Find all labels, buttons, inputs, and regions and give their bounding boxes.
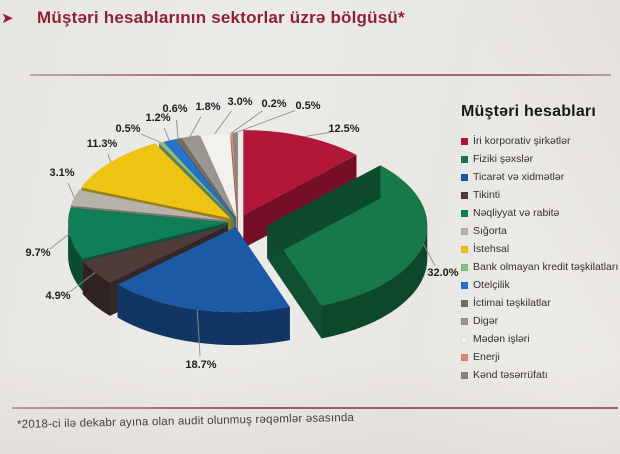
leader-line-1	[423, 243, 436, 267]
slice-label-6: 11.3%	[87, 138, 118, 150]
page-title: Müştəri hesablarının sektorlar üzrə bölg…	[37, 8, 405, 27]
legend-item-0: İri korporativ şirkətlər	[461, 132, 619, 150]
slice-top-3	[82, 225, 229, 284]
leader-line-11	[214, 110, 232, 134]
leader-line-9	[175, 119, 179, 139]
legend-items: İri korporativ şirkətlər Fiziki şəxslər Ti…	[461, 132, 619, 384]
slice-edge-band-1	[267, 165, 381, 259]
legend-swatch-9	[461, 299, 468, 307]
legend-swatch-7	[461, 263, 468, 271]
slice-label-3: 4.9%	[45, 290, 70, 302]
legend-swatch-10	[461, 317, 468, 325]
slice-label-10: 1.8%	[195, 101, 220, 113]
legend-swatch-6	[461, 245, 468, 253]
leader-line-3	[69, 272, 96, 293]
legend-item-4: Nəqliyyat və rabitə	[461, 204, 619, 222]
header-divider	[30, 74, 611, 76]
leader-line-8	[163, 127, 170, 141]
pie-slice-2	[117, 226, 291, 346]
slice-rim-2	[117, 284, 290, 346]
legend-item-6: İstehsal	[461, 240, 619, 258]
slice-label-12: 0.2%	[261, 98, 286, 110]
legend-label-9: İctimai təşkilatlar	[473, 297, 551, 309]
legend-label-6: İstehsal	[473, 243, 510, 255]
legend-label-4: Nəqliyyat və rabitə	[473, 207, 560, 219]
slice-label-5: 3.1%	[49, 167, 74, 179]
leader-line-7	[140, 133, 162, 144]
slice-label-1: 32.0%	[427, 267, 458, 279]
leader-line-12	[231, 110, 263, 134]
slice-label-9: 0.6%	[162, 103, 187, 115]
legend-swatch-3	[461, 191, 468, 199]
pie-chart: 12.5% 32.0% 18.7% 4.9% 9.7% 3.1% 11.3% 0.5% 1.2%…	[25, 96, 458, 371]
slice-side-end-1	[267, 225, 322, 339]
pie-slice-1	[266, 165, 428, 339]
slice-label-0: 12.5%	[328, 123, 359, 135]
legend-swatch-8	[461, 281, 468, 289]
legend-item-3: Tikinti	[461, 186, 619, 204]
legend-item-5: Sığorta	[461, 222, 619, 240]
slice-top-9	[174, 137, 236, 219]
legend-swatch-13	[461, 371, 468, 379]
legend-label-8: Otelçilik	[473, 279, 510, 291]
legend-label-7: Bank olmayan kredit təşkilatları	[473, 261, 619, 273]
legend-item-13: Kənd təsərrüfatı	[461, 366, 619, 384]
legend-item-2: Ticarət və xidmətlər	[461, 168, 619, 186]
legend-label-10: Digər	[473, 315, 499, 327]
slice-label-11: 3.0%	[227, 96, 252, 108]
footnote: *2018-ci ilə dekabr ayına olan audit olu…	[16, 411, 355, 431]
legend-label-3: Tikinti	[473, 189, 501, 201]
slice-label-2: 18.7%	[185, 359, 216, 371]
legend-swatch-4	[461, 209, 468, 217]
slice-rim-4	[68, 222, 83, 292]
legend-swatch-12	[461, 353, 468, 361]
legend-swatch-1	[461, 155, 468, 163]
legend-item-7: Bank olmayan kredit təşkilatları	[461, 258, 619, 276]
legend-label-11: Mədən işləri	[473, 333, 530, 345]
title-arrow-icon: ➤	[1, 10, 14, 27]
leader-line-5	[67, 182, 75, 198]
legend-item-10: Digər	[461, 312, 619, 330]
slice-rim-3	[82, 261, 111, 316]
legend-label-12: Enerji	[473, 351, 500, 363]
leader-line-2	[196, 309, 201, 357]
slice-top-6	[80, 143, 232, 219]
legend-label-13: Kənd təsərrüfatı	[473, 369, 548, 381]
leader-line-10	[189, 116, 202, 137]
legend-swatch-11	[461, 335, 468, 343]
slice-label-13: 0.5%	[295, 100, 320, 112]
leader-line-4	[49, 233, 70, 250]
slice-top-1	[266, 165, 428, 306]
legend-label-5: Sığorta	[473, 225, 507, 237]
leader-line-13	[235, 110, 296, 134]
legend-label-2: Ticarət və xidmətlər	[473, 171, 565, 183]
legend-swatch-5	[461, 227, 468, 235]
slice-rim-1	[321, 225, 428, 339]
slice-top-11	[199, 132, 238, 218]
legend-item-1: Fiziki şəxslər	[461, 150, 619, 168]
chart-legend: Müştəri hesabları İri korporativ şirkətl…	[461, 103, 619, 384]
legend-label-1: Fiziki şəxslər	[473, 153, 534, 165]
footer-divider	[12, 407, 618, 409]
slice-top-5	[70, 189, 229, 221]
leader-line-6	[107, 153, 112, 163]
leader-line-0	[304, 131, 331, 138]
legend-item-12: Enerji	[461, 348, 619, 366]
legend-item-8: Otelçilik	[461, 276, 619, 294]
slice-label-4: 9.7%	[25, 247, 50, 259]
legend-item-9: İctimai təşkilatlar	[461, 294, 619, 312]
legend-label-0: İri korporativ şirkətlər	[473, 135, 571, 147]
slice-label-8: 1.2%	[145, 112, 170, 124]
legend-title: Müştəri hesabları	[461, 103, 597, 120]
legend-item-11: Mədən işləri	[461, 330, 619, 348]
slice-label-7: 0.5%	[115, 123, 140, 135]
legend-swatch-0	[461, 137, 468, 145]
legend-swatch-2	[461, 173, 468, 181]
